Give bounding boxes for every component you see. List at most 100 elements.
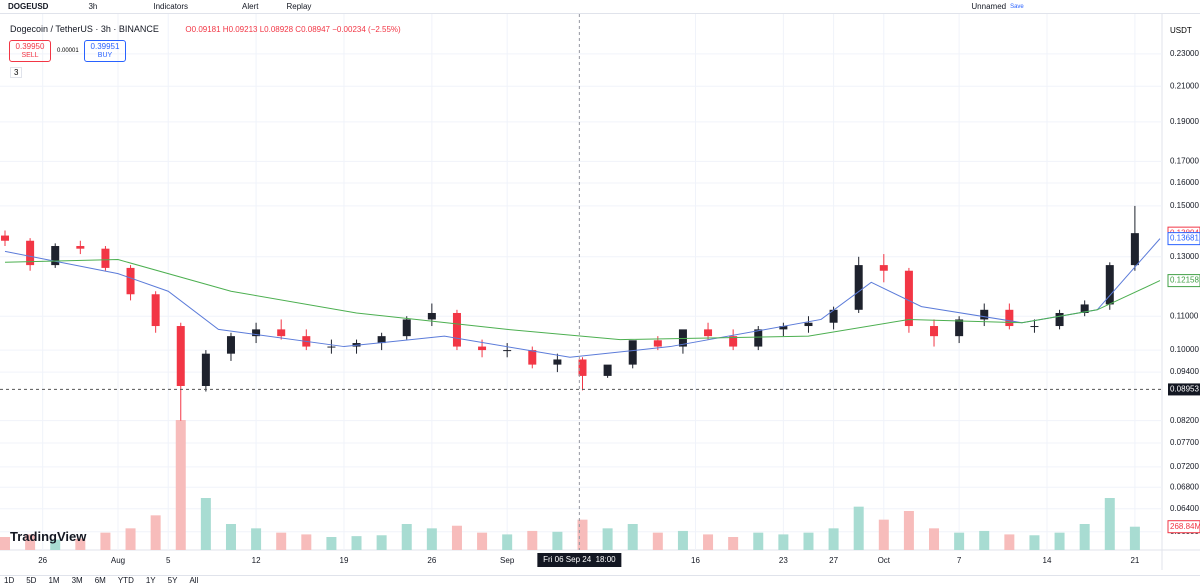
sell-label: SELL	[21, 52, 39, 59]
range-button[interactable]: 3M	[71, 576, 83, 585]
volume-bar	[878, 519, 889, 550]
indicators[interactable]: Indicators	[153, 2, 189, 11]
alert[interactable]: Alert	[242, 2, 259, 11]
candle-body	[528, 350, 537, 365]
volume-bar	[527, 530, 538, 550]
candle-body	[201, 353, 210, 386]
candle-body	[829, 309, 838, 323]
range-button[interactable]: All	[189, 576, 199, 585]
y-tick-label: 0.13000	[1170, 252, 1199, 261]
range-button[interactable]: 1M	[48, 576, 60, 585]
candle-body	[603, 364, 612, 376]
candle-body	[176, 326, 185, 386]
candle-body	[779, 326, 788, 330]
x-tick-label: 12	[252, 556, 261, 565]
candle-body	[653, 340, 662, 347]
x-tick-label: 27	[829, 556, 838, 565]
volume-bar	[75, 538, 86, 550]
range-button[interactable]: 6M	[94, 576, 106, 585]
volume-bar	[1104, 498, 1115, 550]
candle-body	[704, 329, 713, 337]
volume-bar	[125, 528, 136, 550]
candle-body	[76, 246, 85, 249]
price-tag-box	[1167, 274, 1200, 288]
x-tick-label: 14	[1043, 556, 1052, 565]
candle-body	[503, 350, 512, 352]
y-tick-label: 0.06400	[1170, 504, 1199, 513]
buy-button[interactable]: 0.39951 BUY	[84, 40, 126, 62]
y-tick-label: 0.16000	[1170, 178, 1199, 187]
layout[interactable]: Unnamed	[971, 2, 1007, 11]
volume-tag-box	[1167, 520, 1200, 534]
volume-bar	[728, 537, 739, 550]
candle-body	[804, 322, 813, 327]
moving-average	[4, 259, 1161, 341]
candle-body	[1130, 233, 1139, 266]
candle-body	[553, 359, 562, 365]
volume-bar	[251, 528, 262, 550]
range-button[interactable]: 1Y	[145, 576, 156, 585]
sell-price: 0.39950	[15, 42, 45, 51]
y-tick-label: 0.09400	[1170, 367, 1199, 376]
range-button[interactable]: 5D	[26, 576, 37, 585]
volume-bar	[351, 536, 362, 550]
y-tick-label: 0.15000	[1170, 201, 1199, 210]
range-button[interactable]: 1D	[4, 576, 15, 585]
x-tick-label: 21	[1130, 556, 1139, 565]
candle-body	[402, 319, 411, 337]
indicator-toggle[interactable]: 3	[10, 67, 23, 78]
x-tick-label: 26	[427, 556, 436, 565]
range-button[interactable]: YTD	[117, 576, 134, 585]
moving-average	[4, 238, 1161, 358]
candle-body	[126, 267, 135, 295]
x-tick-label: 16	[691, 556, 700, 565]
candle-body	[277, 329, 286, 337]
volume-bar	[477, 532, 488, 550]
price-tag-box	[1167, 232, 1200, 246]
brand: TradingView	[10, 529, 87, 544]
interval[interactable]: 3h	[88, 2, 98, 11]
candle-body	[854, 265, 863, 310]
crosshair-date-box	[537, 553, 622, 567]
volume-bar	[577, 519, 588, 550]
buy-price: 0.39951	[90, 42, 120, 51]
candle-body	[955, 319, 964, 337]
volume-bar	[903, 511, 914, 550]
x-tick-label: 5	[166, 556, 171, 565]
candle-body	[327, 346, 336, 348]
y-tick-label: 0.07200	[1170, 462, 1199, 471]
candle-body	[1005, 309, 1014, 327]
y-tick-label: 0.21000	[1170, 81, 1199, 90]
volume-bar	[276, 532, 287, 550]
x-tick-label: 19	[340, 556, 349, 565]
range-button[interactable]: 5Y	[167, 576, 178, 585]
volume-bar	[225, 524, 236, 550]
symbol[interactable]: DOGEUSD	[8, 2, 49, 11]
legend: Dogecoin / TetherUS · 3h · BINANCE O0.09…	[10, 24, 401, 34]
price-tag: 0.12158	[1170, 276, 1199, 285]
x-tick-label: 26	[38, 556, 47, 565]
volume-bar	[426, 528, 437, 550]
legend-title: Dogecoin / TetherUS · 3h · BINANCE	[10, 24, 159, 34]
candle-body	[1080, 304, 1089, 313]
candle-body	[628, 340, 637, 365]
volume-bar	[502, 534, 513, 550]
volume-bar	[677, 530, 688, 550]
candle-body	[427, 312, 436, 320]
volume-bar	[652, 532, 663, 550]
volume-bar	[954, 532, 965, 550]
candle-body	[904, 270, 913, 327]
currency[interactable]: USDT	[1170, 26, 1192, 35]
candle-body	[26, 240, 35, 266]
save[interactable]: Save	[1010, 3, 1024, 10]
volume-bar	[1129, 526, 1140, 550]
replay[interactable]: Replay	[286, 2, 312, 11]
candle-body	[930, 326, 939, 337]
buy-label: BUY	[97, 52, 113, 59]
volume-bar	[451, 525, 462, 550]
x-tick-label: Oct	[878, 556, 891, 565]
candle-body	[1, 235, 9, 241]
sell-button[interactable]: 0.39950 SELL	[9, 40, 51, 62]
volume-bar	[979, 530, 990, 550]
